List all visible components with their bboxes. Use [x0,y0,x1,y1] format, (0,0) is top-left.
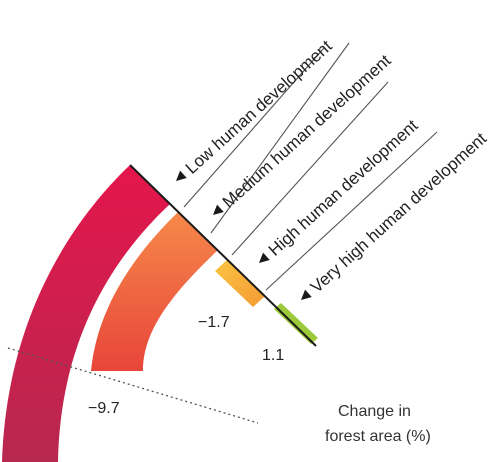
category-label-text: Very high human development [307,129,491,297]
bar-very-high-human-development [274,303,318,344]
leader-line-high [231,81,389,256]
baseline-axis [129,164,317,347]
leader-line-medium [210,42,350,234]
bar-medium-human-development [91,212,218,371]
category-label-high: High human development [259,116,422,263]
reference-dotted-line [7,347,259,424]
category-label-text: Low human development [182,36,336,177]
triangle-pointer-icon [213,204,224,215]
triangle-pointer-icon [176,170,187,181]
axis-note-line-1: Change in [338,403,411,420]
bar-high-human-development [215,260,265,307]
value-label-medium: −9.7 [88,400,120,417]
triangle-pointer-icon [301,289,312,300]
leader-lines [183,42,438,291]
triangle-pointer-icon [259,252,270,263]
axis-note-line-2: forest area (%) [325,428,431,445]
bars-layer [2,165,318,462]
value-label-high: −1.7 [198,314,230,331]
leader-line-low [183,47,325,208]
leader-line-very-high [265,131,438,291]
value-label-very-high: 1.1 [262,347,284,364]
bar-low-human-development [2,165,170,462]
